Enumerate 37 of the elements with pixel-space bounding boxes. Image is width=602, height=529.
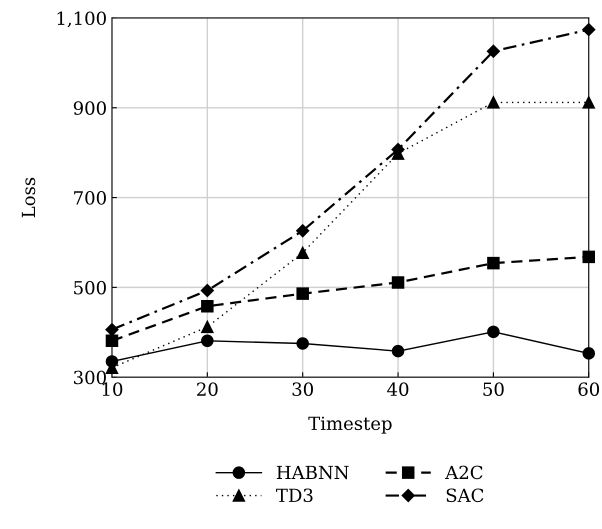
- legend-label: HABNN: [276, 466, 349, 480]
- point: [201, 300, 214, 312]
- point: [392, 276, 404, 289]
- x-tick-label: 20: [197, 382, 218, 396]
- point: [582, 250, 596, 264]
- point: [200, 284, 214, 298]
- point: [201, 320, 214, 334]
- point: [296, 337, 309, 350]
- point: [296, 224, 310, 238]
- point: [582, 347, 596, 360]
- point: [105, 322, 119, 336]
- point: [487, 326, 500, 338]
- point: [296, 246, 309, 260]
- point: [582, 96, 596, 109]
- point: [582, 23, 596, 36]
- y-tick-label: 300: [74, 370, 106, 384]
- y-tick-label: 700: [74, 191, 106, 205]
- x-tick-label: 50: [483, 382, 504, 396]
- y-axis-title: Loss: [22, 178, 36, 218]
- x-tick-label: 10: [102, 382, 122, 396]
- x-axis-title: Timestep: [308, 416, 392, 434]
- x-tick-label: 60: [578, 382, 600, 396]
- x-tick-label: 30: [292, 382, 313, 396]
- y-tick-label: 1,100: [58, 11, 106, 28]
- legend-label: A2C: [445, 466, 482, 480]
- point: [201, 334, 214, 348]
- point: [392, 344, 404, 358]
- point: [486, 44, 500, 58]
- y-tick-label: 900: [74, 101, 106, 115]
- y-tick-label: 500: [74, 280, 106, 294]
- point: [487, 96, 500, 109]
- point: [106, 334, 118, 348]
- point: [296, 287, 309, 300]
- x-tick-label: 40: [387, 382, 408, 396]
- legend-label: SAC: [446, 488, 484, 502]
- legend-label: TD3: [276, 488, 313, 502]
- point: [487, 256, 500, 270]
